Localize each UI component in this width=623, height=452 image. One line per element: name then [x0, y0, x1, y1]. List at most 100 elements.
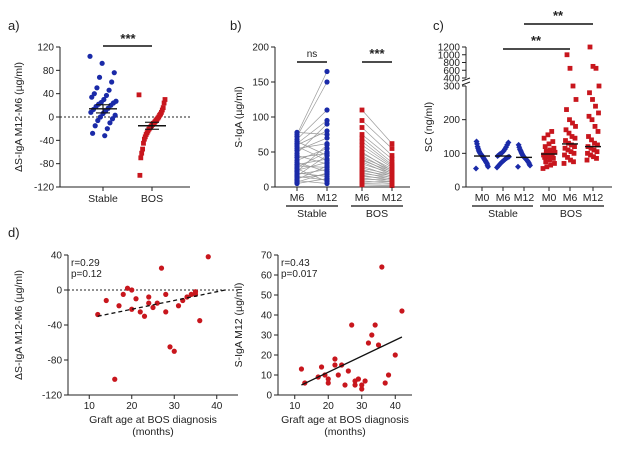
data-point [563, 127, 569, 133]
y-tick-label: 200 [252, 43, 269, 54]
regression-line [301, 336, 403, 386]
data-point [473, 138, 480, 145]
pair-line [361, 141, 393, 165]
data-point [325, 376, 331, 382]
data-point [587, 44, 593, 50]
data-point [573, 124, 578, 129]
significance-label: *** [369, 46, 385, 61]
data-point [515, 141, 522, 148]
x-tick-label: M12 [514, 192, 535, 204]
data-point [586, 134, 591, 139]
data-point [551, 145, 557, 151]
axis-break-mark [461, 77, 471, 82]
data-point [294, 129, 300, 135]
data-point [585, 150, 590, 156]
y-tick-label: -40 [40, 136, 55, 147]
y-tick-label: 10 [261, 371, 273, 382]
data-point [591, 154, 596, 160]
data-point [569, 134, 575, 139]
data-point [324, 107, 330, 113]
pair-line [361, 169, 393, 179]
y-tick-label: 1200 [438, 43, 461, 54]
pair-line [361, 120, 393, 149]
data-point [562, 145, 568, 151]
data-point [549, 129, 555, 134]
data-point [89, 94, 95, 100]
data-point [389, 160, 395, 165]
panel-d-right: 0 10 20 30 40 50 60 70 10 20 30 40 S-IgA M12 (µg/ml)… [233, 251, 412, 438]
data-point [543, 159, 549, 165]
data-point [594, 155, 599, 161]
data-point [543, 148, 549, 154]
x-tick-label: M12 [382, 192, 403, 204]
data-point [103, 297, 109, 304]
data-point [106, 87, 112, 93]
data-point [138, 155, 144, 161]
data-point [596, 110, 601, 116]
data-point [587, 90, 592, 96]
significance-label: ** [531, 33, 542, 48]
data-point [593, 103, 598, 109]
group-label: BOS [366, 208, 388, 220]
x-tick-label: M0 [475, 192, 490, 204]
data-point [593, 65, 599, 71]
data-point [111, 70, 117, 76]
data-point [359, 139, 365, 144]
data-point [197, 318, 203, 324]
data-point [572, 135, 578, 141]
data-point [124, 285, 131, 291]
x-tick-label: 10 [289, 401, 301, 412]
pair-line [361, 127, 393, 156]
data-point [324, 145, 330, 152]
y-tick-label: 0 [263, 183, 269, 194]
data-point [546, 141, 552, 147]
data-point [389, 153, 395, 158]
data-point [184, 294, 190, 300]
pair-line [361, 151, 393, 172]
pair-line [296, 71, 328, 135]
y-axis-label: S-IgA (µg/ml) [233, 86, 245, 147]
data-point [563, 138, 568, 143]
pair-line [296, 146, 328, 161]
x-tick-label: M12 [583, 192, 604, 204]
data-point [141, 136, 147, 142]
data-point [332, 356, 338, 362]
pair-line [296, 155, 328, 165]
data-point [95, 117, 101, 124]
data-point [594, 149, 600, 155]
pair-line [361, 161, 393, 176]
y-tick-label: -80 [40, 159, 55, 170]
data-point [369, 332, 375, 338]
data-point [589, 137, 594, 143]
data-point [565, 147, 571, 153]
data-point [141, 313, 148, 319]
stat-r: r=0.29 [71, 258, 100, 269]
y-tick-label: 400 [443, 74, 460, 85]
pair-line [296, 130, 328, 146]
data-point [545, 132, 551, 138]
data-point [569, 142, 574, 148]
data-point [515, 163, 521, 170]
data-point [573, 97, 579, 102]
data-point [163, 309, 169, 315]
data-point [104, 126, 110, 132]
data-point [107, 120, 113, 126]
pair-line [361, 137, 393, 163]
pair-line [296, 141, 328, 156]
x-tick-label: 20 [323, 401, 335, 412]
y-tick-label: 100 [443, 149, 460, 160]
data-point [88, 109, 94, 115]
data-point [171, 348, 177, 354]
x-axis-label: Graft age at BOS diagnosis [89, 414, 217, 426]
panel-label: a) [8, 18, 20, 33]
data-point [547, 157, 552, 163]
data-point [399, 308, 405, 314]
y-tick-label: 40 [261, 311, 273, 322]
data-point [590, 63, 596, 69]
data-point [564, 52, 570, 58]
data-point [389, 146, 395, 151]
pair-line [361, 144, 393, 167]
data-point [325, 380, 331, 386]
data-point [568, 157, 573, 163]
